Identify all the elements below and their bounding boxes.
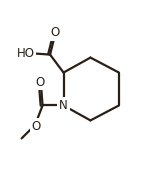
Text: O: O xyxy=(51,26,60,39)
Text: O: O xyxy=(31,120,40,133)
Text: HO: HO xyxy=(16,47,34,60)
Text: N: N xyxy=(59,99,68,112)
Text: O: O xyxy=(35,76,44,89)
